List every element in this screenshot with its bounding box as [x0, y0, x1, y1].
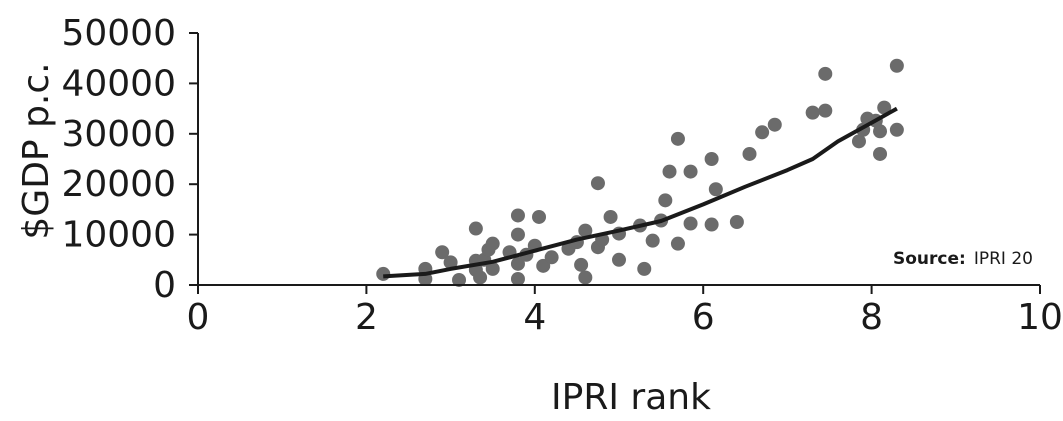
source-note: Source: IPRI 20 — [893, 249, 1033, 269]
data-point — [376, 266, 391, 281]
data-point — [510, 271, 525, 286]
x-tick-label: 4 — [523, 297, 546, 338]
data-point — [485, 236, 500, 251]
data-point — [536, 258, 551, 273]
x-tick-label: 0 — [187, 297, 210, 338]
data-point — [590, 176, 605, 191]
data-point — [889, 122, 904, 137]
data-point — [818, 66, 833, 81]
data-point — [468, 221, 483, 236]
x-tick-label: 8 — [860, 297, 883, 338]
data-point — [658, 193, 673, 208]
data-point — [544, 250, 559, 265]
data-point — [889, 58, 904, 73]
data-point — [435, 245, 450, 260]
y-axis-title: $GDP p.c. — [16, 62, 57, 239]
x-axis-title: IPRI rank — [551, 377, 711, 418]
data-point — [532, 209, 547, 224]
data-point — [851, 134, 866, 149]
data-point — [767, 117, 782, 132]
data-point — [742, 146, 757, 161]
data-point — [683, 216, 698, 231]
data-point — [662, 164, 677, 179]
x-tick-label: 2 — [355, 297, 378, 338]
data-point — [637, 261, 652, 276]
data-point — [473, 270, 488, 285]
data-point — [485, 261, 500, 276]
data-point — [683, 164, 698, 179]
x-tick-label: 10 — [1017, 297, 1063, 338]
y-tick-label: 0 — [153, 265, 176, 306]
data-point — [670, 131, 685, 146]
data-point — [645, 233, 660, 248]
data-point — [805, 105, 820, 120]
data-point — [443, 255, 458, 270]
data-point — [510, 256, 525, 271]
source-label: Source: — [893, 249, 966, 269]
data-point — [729, 215, 744, 229]
y-tick-label: 30000 — [61, 114, 176, 155]
data-point — [603, 209, 618, 224]
y-tick-label: 40000 — [61, 63, 176, 104]
data-point — [612, 252, 626, 267]
y-tick-label: 20000 — [61, 164, 176, 205]
tick-marks: 0 2 4 6 8 10 0 10000 20000 30000 40000 50000 — [61, 13, 1062, 338]
data-point — [452, 272, 467, 287]
data-point — [704, 217, 719, 232]
data-point — [670, 236, 685, 251]
data-point — [877, 100, 892, 115]
x-tick-label: 6 — [692, 297, 715, 338]
data-point — [818, 103, 833, 118]
data-point — [574, 257, 589, 272]
data-point — [873, 146, 888, 161]
y-tick-label: 10000 — [61, 215, 176, 256]
data-point — [578, 270, 593, 285]
plot-area — [376, 58, 904, 287]
trend-line — [383, 106, 898, 279]
data-point — [708, 182, 723, 197]
data-point — [755, 125, 770, 140]
axes — [197, 33, 1040, 286]
data-point — [704, 152, 719, 166]
y-tick-label: 50000 — [61, 13, 176, 54]
source-text: IPRI 20 — [974, 249, 1033, 269]
data-point — [510, 227, 525, 242]
data-point — [578, 223, 593, 238]
data-point — [873, 124, 888, 139]
data-point — [510, 208, 525, 223]
